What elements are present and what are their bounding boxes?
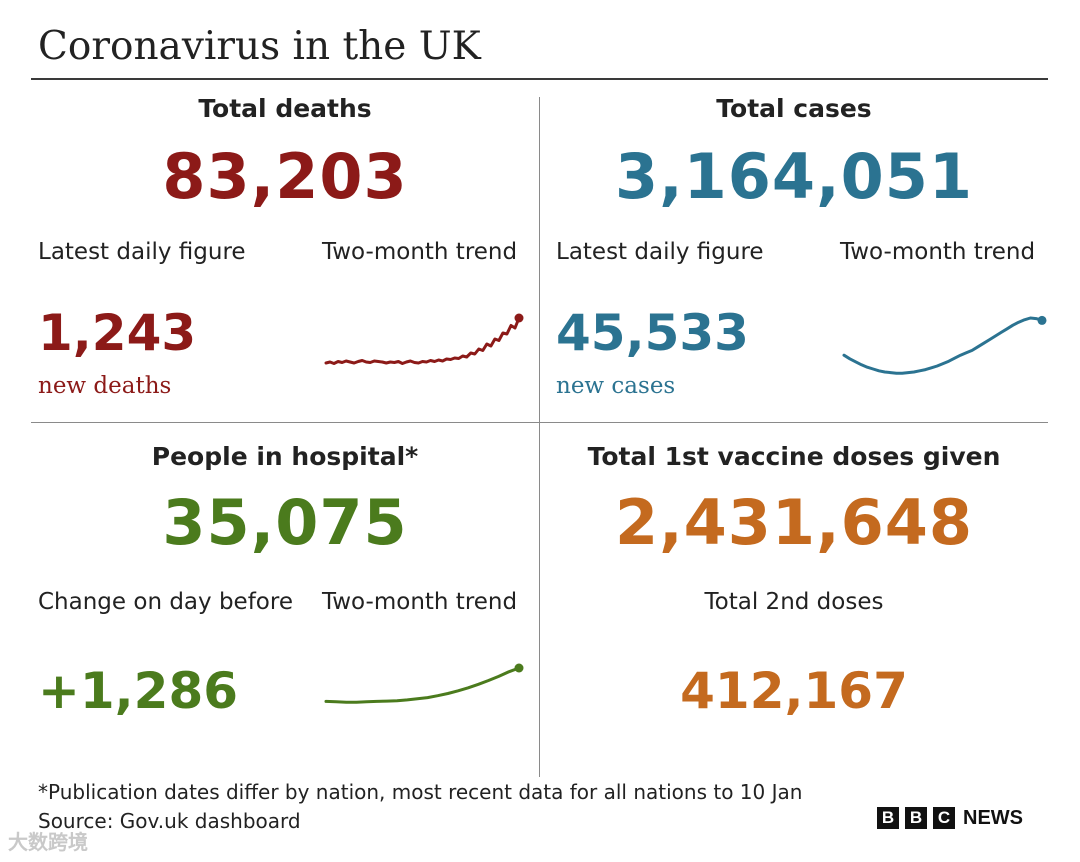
header-divider: [31, 78, 1048, 80]
bbc-logo-letter: B: [905, 807, 927, 829]
footnote: *Publication dates differ by nation, mos…: [38, 780, 803, 804]
deaths-trend-chart: [324, 313, 524, 365]
hospital-total: 35,075: [162, 486, 408, 559]
horizontal-divider: [31, 422, 1048, 423]
trend-end-point: [514, 663, 524, 673]
trend-end-point: [514, 313, 524, 323]
vaccine-second-label: Total 2nd doses: [704, 589, 884, 615]
cases-trend-chart: [842, 315, 1047, 375]
trend-end-point: [1037, 315, 1047, 325]
cases-latest-sub: new cases: [556, 373, 676, 399]
bbc-news-logo: B B C NEWS: [877, 806, 1023, 830]
deaths-latest-sub: new deaths: [38, 373, 172, 399]
hospital-trend-chart: [324, 663, 524, 704]
watermark: 大数跨境: [8, 830, 88, 854]
vaccine-second-value: 412,167: [680, 662, 908, 720]
cases-latest-value: 45,533: [556, 304, 749, 362]
bbc-logo-news: NEWS: [963, 806, 1023, 829]
vaccine-total: 2,431,648: [614, 486, 974, 559]
cases-latest-label: Latest daily figure: [556, 239, 764, 265]
trend-line: [324, 666, 521, 704]
source-note: Source: Gov.uk dashboard: [38, 809, 301, 833]
trend-line: [842, 316, 1044, 375]
vertical-divider: [539, 97, 540, 777]
hospital-title: People in hospital*: [151, 442, 419, 471]
cases-title: Total cases: [716, 94, 872, 123]
deaths-total: 83,203: [162, 140, 408, 213]
deaths-trend-label: Two-month trend: [322, 239, 518, 265]
bbc-logo-letter: B: [877, 807, 899, 829]
deaths-latest-label: Latest daily figure: [38, 239, 246, 265]
cases-trend-label: Two-month trend: [840, 239, 1036, 265]
hospital-change-label: Change on day before: [38, 589, 293, 615]
hospital-trend-label: Two-month trend: [322, 589, 518, 615]
deaths-latest-value: 1,243: [38, 304, 197, 362]
vaccine-title: Total 1st vaccine doses given: [587, 442, 1001, 471]
deaths-title: Total deaths: [198, 94, 372, 123]
bbc-logo-letter: C: [933, 807, 955, 829]
hospital-change-value: +1,286: [38, 662, 239, 720]
trend-line: [324, 316, 521, 365]
cases-total: 3,164,051: [614, 140, 974, 213]
page-title: Coronavirus in the UK: [38, 24, 481, 69]
